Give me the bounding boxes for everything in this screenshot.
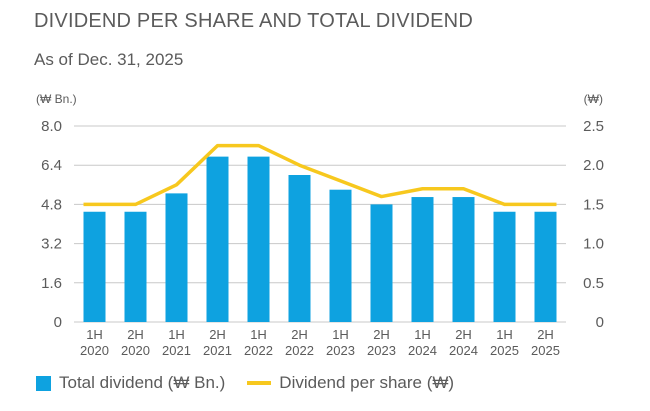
x-tick-label-half: 2H [373, 327, 390, 342]
x-tick-label-year: 2025 [490, 343, 519, 358]
bar-total-dividend [411, 197, 434, 322]
chart-title: DIVIDEND PER SHARE AND TOTAL DIVIDEND [34, 10, 473, 32]
left-tick-label: 3.2 [41, 236, 62, 253]
x-tick-label-half: 1H [414, 327, 431, 342]
bar-total-dividend [288, 175, 311, 322]
x-tick-label-half: 2H [455, 327, 472, 342]
bar-total-dividend [206, 156, 229, 322]
x-tick-label-half: 1H [496, 327, 513, 342]
right-axis-unit: (₩) [584, 92, 603, 106]
chart-subtitle: As of Dec. 31, 2025 [34, 50, 184, 69]
legend-line-swatch [247, 381, 272, 385]
x-tick-label-half: 1H [168, 327, 185, 342]
right-tick-label: 0.5 [583, 275, 604, 292]
x-tick-label-year: 2023 [367, 343, 396, 358]
legend-label-dividend-per-share: Dividend per share (₩) [279, 373, 455, 392]
x-tick-label-half: 1H [250, 327, 267, 342]
x-tick-label-year: 2024 [408, 343, 437, 358]
line-dividend-per-share [83, 143, 557, 207]
x-tick-label-year: 2021 [203, 343, 232, 358]
bar-total-dividend [165, 193, 188, 322]
left-tick-label: 8.0 [41, 118, 62, 135]
bar-total-dividend [329, 189, 352, 322]
right-tick-label: 2.0 [583, 157, 604, 174]
chart-legend: Total dividend (₩ Bn.) Dividend per shar… [36, 373, 454, 393]
x-tick-label-half: 1H [332, 327, 349, 342]
x-tick-label-half: 2H [537, 327, 554, 342]
left-axis-unit: (₩ Bn.) [36, 92, 77, 106]
x-tick-label-year: 2022 [285, 343, 314, 358]
bar-total-dividend [83, 211, 106, 322]
bar-total-dividend [370, 204, 393, 322]
left-tick-label: 4.8 [41, 196, 62, 213]
x-tick-label-half: 2H [127, 327, 144, 342]
left-tick-label: 6.4 [41, 157, 62, 174]
x-tick-label-year: 2025 [531, 343, 560, 358]
x-tick-label-half: 2H [209, 327, 226, 342]
bar-total-dividend [247, 156, 270, 322]
bar-total-dividend [452, 197, 475, 322]
bar-total-dividend [493, 211, 516, 322]
x-tick-label-year: 2024 [449, 343, 478, 358]
x-tick-label-half: 2H [291, 327, 308, 342]
right-tick-label: 1.0 [583, 236, 604, 253]
right-tick-label: 1.5 [583, 196, 604, 213]
legend-bar-swatch [36, 375, 51, 391]
legend-label-total-dividend: Total dividend (₩ Bn.) [59, 373, 226, 392]
x-tick-label-year: 2020 [80, 343, 109, 358]
left-tick-label: 0 [54, 314, 62, 331]
bar-total-dividend [534, 211, 557, 322]
x-tick-label-year: 2023 [326, 343, 355, 358]
left-tick-label: 1.6 [41, 275, 62, 292]
x-tick-label-year: 2022 [244, 343, 273, 358]
right-tick-label: 0 [596, 314, 604, 331]
right-tick-label: 2.5 [583, 118, 604, 135]
bar-total-dividend [124, 211, 147, 322]
x-tick-label-year: 2020 [121, 343, 150, 358]
x-tick-label-half: 1H [86, 327, 103, 342]
x-tick-label-year: 2021 [162, 343, 191, 358]
